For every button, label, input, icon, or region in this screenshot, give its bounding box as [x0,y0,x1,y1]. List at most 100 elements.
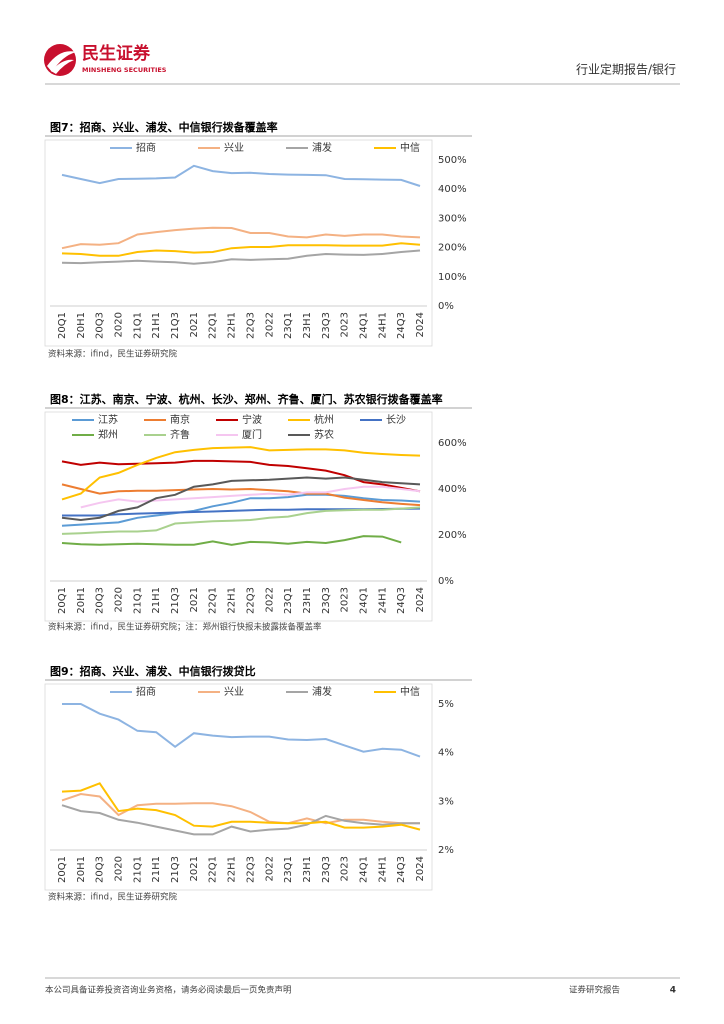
series-line [61,535,402,546]
series-line [61,506,421,535]
x-tick-label: 2022 [264,312,275,337]
x-tick-label: 21Q3 [170,312,181,339]
legend-label: 中信 [400,685,420,698]
x-tick-label: 24H1 [377,312,388,339]
x-tick-label: 24Q3 [396,312,407,339]
legend-label: 浦发 [312,141,332,154]
x-tick-label: 20Q1 [57,856,68,883]
x-tick-label: 2023 [340,312,351,337]
series-line [61,226,421,250]
disclaimer: 本公司具备证券投资咨询业务资格，请务必阅读最后一页免责声明 [45,985,292,996]
series-line [80,485,421,509]
x-tick-label: 24Q3 [396,856,407,883]
legend-label: 南京 [170,413,190,426]
y-tick-label: 0% [438,301,454,312]
x-tick-label: 2023 [340,856,351,881]
y-tick-label: 100% [438,272,467,283]
legend-label: 厦门 [242,428,262,441]
x-tick-label: 2020 [114,856,125,881]
y-tick-label: 200% [438,243,467,254]
x-tick-label: 22Q1 [208,312,219,339]
y-tick-label: 600% [438,438,467,449]
page-number: 4 [670,986,676,996]
x-tick-label: 21Q3 [170,587,181,614]
x-tick-label: 21Q1 [132,312,143,339]
legend-label: 招商 [136,141,156,154]
x-tick-label: 21Q3 [170,856,181,883]
x-tick-label: 2020 [114,587,125,612]
figure-title: 图8：江苏、南京、宁波、杭州、长沙、郑州、齐鲁、厦门、苏农银行拨备覆盖率 [50,392,443,406]
x-tick-label: 23Q3 [321,312,332,339]
x-tick-label: 20Q3 [95,312,106,339]
x-tick-label: 22Q1 [208,856,219,883]
x-tick-label: 23Q1 [283,312,294,339]
x-tick-label: 23Q3 [321,856,332,883]
x-tick-label: 24Q1 [358,312,369,339]
x-tick-label: 21H1 [151,312,162,339]
x-tick-label: 22Q3 [245,312,256,339]
x-tick-label: 2023 [340,587,351,612]
x-tick-label: 23Q1 [283,587,294,614]
brand: 民生证券 [82,43,151,64]
x-tick-label: 2022 [264,587,275,612]
footer-label: 证券研究报告 [569,985,620,996]
series-line [61,164,421,187]
x-tick-label: 21Q1 [132,856,143,883]
series-line [61,483,421,507]
x-tick-label: 2021 [189,856,200,881]
x-tick-label: 23Q1 [283,856,294,883]
x-tick-label: 20H1 [76,312,87,339]
figure-title: 图7：招商、兴业、浦发、中信银行拨备覆盖率 [50,120,278,134]
legend-label: 浦发 [312,685,332,698]
x-tick-label: 22H1 [227,856,238,883]
x-tick-label: 23H1 [302,587,313,614]
figure-title: 图9：招商、兴业、浦发、中信银行拨贷比 [50,664,256,678]
y-tick-label: 300% [438,213,467,224]
x-tick-label: 21H1 [151,856,162,883]
x-tick-label: 2024 [415,312,426,337]
series-line [61,792,420,825]
x-tick-label: 24Q1 [358,587,369,614]
series-line [61,782,421,831]
x-tick-label: 2021 [189,587,200,612]
y-tick-label: 2% [438,845,454,856]
legend-label: 郑州 [98,428,118,441]
logo [44,44,76,76]
x-tick-label: 24H1 [377,856,388,883]
y-tick-label: 0% [438,576,454,587]
source: 资料来源：ifind，民生证券研究院；注：郑州银行快报未披露拨备覆盖率 [48,622,322,633]
report-type: 行业定期报告/银行 [576,62,676,77]
plot-frame [44,139,433,347]
series-line [61,242,421,257]
x-tick-label: 23H1 [302,856,313,883]
series-line [61,493,421,527]
series-line [61,804,420,836]
y-tick-label: 400% [438,184,467,195]
x-tick-label: 20Q3 [95,587,106,614]
x-tick-label: 24H1 [377,587,388,614]
y-tick-label: 5% [438,699,454,710]
x-tick-label: 24Q3 [396,587,407,614]
plot-frame [44,411,433,622]
legend-label: 兴业 [224,686,244,698]
x-tick-label: 22Q3 [245,856,256,883]
legend-label: 齐鲁 [170,428,190,441]
series-line [61,459,421,493]
legend-label: 中信 [400,141,420,154]
x-tick-label: 21Q1 [132,587,143,614]
brand-en: MINSHENG SECURITIES [82,66,167,74]
x-tick-label: 22Q1 [208,587,219,614]
source: 资料来源：ifind，民生证券研究院 [48,349,177,360]
x-tick-label: 20Q1 [57,312,68,339]
x-tick-label: 2020 [114,312,125,337]
x-tick-label: 20H1 [76,587,87,614]
x-tick-label: 2022 [264,856,275,881]
legend-label: 苏农 [314,428,334,441]
legend-label: 兴业 [224,142,244,154]
series-line [61,476,421,522]
plot-frame [44,683,433,891]
legend-label: 长沙 [386,414,406,426]
x-tick-label: 20Q1 [57,587,68,614]
legend-label: 招商 [136,685,156,698]
